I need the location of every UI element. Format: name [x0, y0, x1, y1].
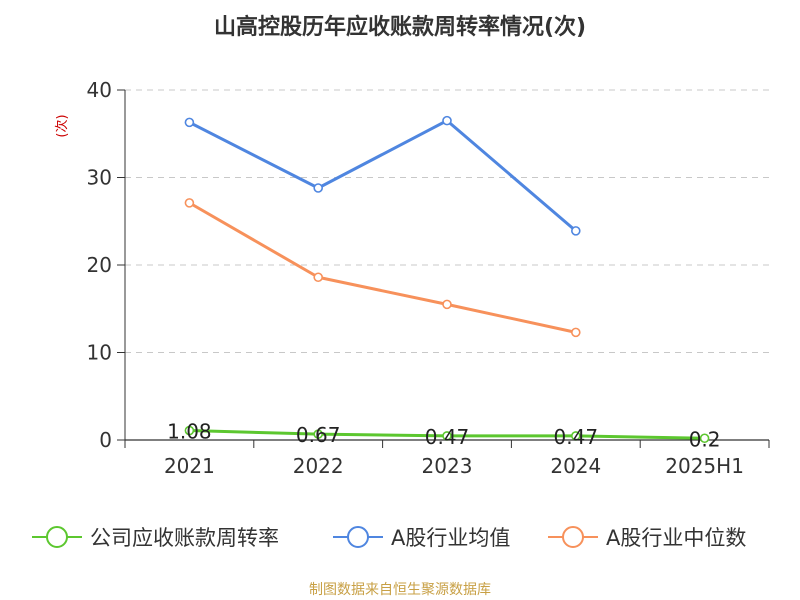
data-point	[442, 431, 452, 441]
series-2	[184, 198, 581, 338]
data-point	[184, 425, 195, 436]
y-tick-label: 40	[87, 78, 112, 102]
data-point	[313, 272, 324, 283]
y-tick-label: 30	[87, 166, 112, 190]
y-tick-label: 0	[99, 428, 112, 452]
series-line	[188, 201, 577, 334]
legend-marker	[46, 526, 68, 548]
legend-label: 公司应收账款周转率	[90, 526, 279, 550]
legend-item: 公司应收账款周转率	[32, 526, 279, 550]
legend-item: A股行业均值	[333, 526, 510, 550]
y-tick-label: 20	[87, 253, 112, 277]
y-axis-ticks: 0 10 20 30 40	[87, 78, 126, 452]
series-1	[184, 115, 581, 236]
data-point	[313, 183, 324, 193]
series-group: 1.08 0.67 0.47 0.47 0.2	[167, 115, 721, 452]
x-axis: 2021 2022 2023 2024 2025H1	[124, 439, 770, 478]
legend-item: A股行业中位数	[548, 526, 746, 550]
series-0: 1.08 0.67 0.47 0.47 0.2	[167, 420, 720, 452]
chart-title: 山高控股历年应收账款周转率情况(次)	[214, 14, 586, 40]
x-tick-label: 2021	[164, 454, 215, 478]
data-point	[442, 299, 452, 310]
legend: 公司应收账款周转率 A股行业均值 A股行业中位数	[32, 526, 746, 550]
legend-label: A股行业中位数	[606, 526, 746, 550]
data-point	[184, 117, 195, 128]
x-tick-label: 2025H1	[665, 454, 744, 478]
data-label: 0.67	[296, 423, 341, 447]
data-point	[570, 226, 581, 236]
grid	[125, 89, 769, 353]
series-line	[188, 119, 577, 233]
data-point	[313, 429, 324, 439]
data-point	[699, 433, 710, 444]
data-label: 0.47	[554, 425, 599, 449]
x-tick-label: 2023	[422, 454, 473, 478]
x-tick-label: 2022	[293, 454, 344, 478]
data-point	[442, 115, 452, 126]
data-label: 0.47	[425, 425, 470, 449]
legend-marker	[347, 526, 369, 548]
legend-label: A股行业均值	[391, 526, 510, 550]
source-note: 制图数据来自恒生聚源数据库	[309, 582, 491, 598]
data-label: 0.2	[689, 427, 721, 451]
y-axis-label: (次)	[54, 114, 70, 137]
data-point	[570, 327, 581, 338]
y-tick-label: 10	[87, 341, 112, 365]
data-point	[570, 431, 581, 441]
legend-marker	[562, 526, 584, 548]
data-label: 1.08	[167, 420, 212, 444]
x-tick-label: 2024	[550, 454, 601, 478]
data-point	[184, 198, 195, 208]
